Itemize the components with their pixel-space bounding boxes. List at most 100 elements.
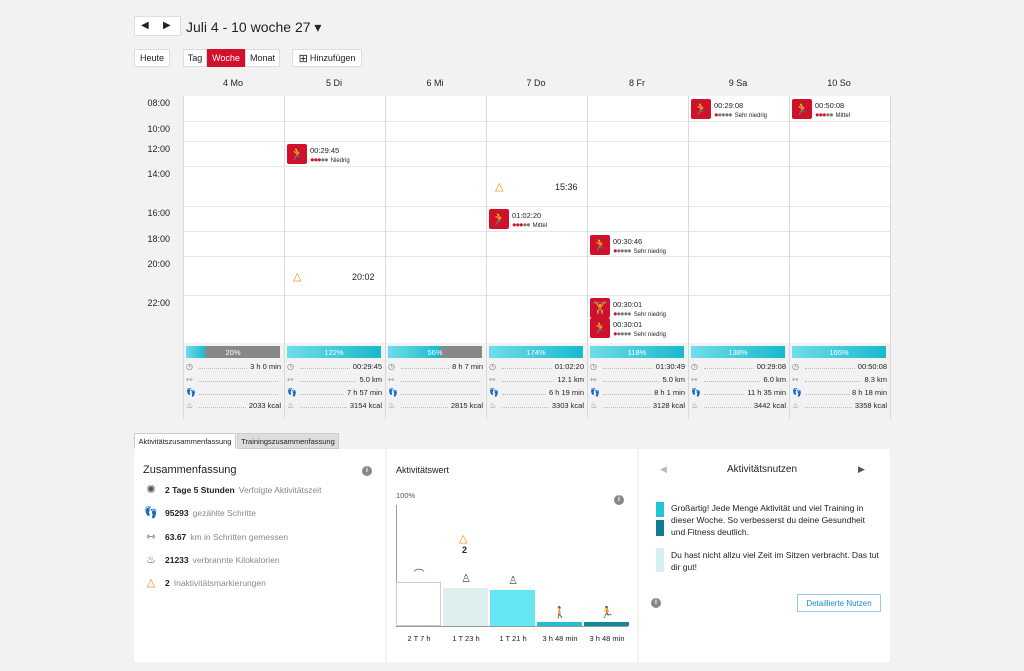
row-divider <box>183 206 890 207</box>
tab-activity-summary[interactable]: Aktivitätszusammenfassung <box>134 433 236 449</box>
activity-value-title: Aktivitätswert <box>396 465 450 475</box>
day-header-wed: 6 Mi <box>426 78 444 88</box>
activity-value-label: 1 T 23 h <box>452 634 480 643</box>
detailed-benefits-button[interactable]: Detaillierte Nutzen <box>797 594 881 612</box>
activity-value-bar[interactable] <box>443 588 488 626</box>
event-duration: 00:29:08 <box>714 101 744 110</box>
event-level: Sehr niedrig <box>633 312 667 318</box>
tab-day[interactable]: Tag <box>183 49 207 67</box>
event-duration: 00:29:45 <box>310 146 340 155</box>
intensity-dots: ●●●●● <box>613 329 632 338</box>
daily-stat-value: 7 h 57 min <box>346 388 382 397</box>
col-divider <box>890 96 891 419</box>
inactivity-count: 2 <box>462 545 468 555</box>
week-nav <box>134 16 181 36</box>
benefit-message: Du hast nicht allzu viel Zeit im Sitzen … <box>671 550 879 572</box>
inactivity-warning-icon: △ <box>459 533 468 545</box>
daily-stat-time: ◷ 01:02:20 <box>489 362 584 371</box>
distance-icon: ⇿ <box>590 375 597 384</box>
calories-icon: ♨ <box>489 401 497 410</box>
prev-benefit-button[interactable]: ◀ <box>660 464 667 474</box>
summary-row: ⇿ 63.67 km in Schritten gemessen <box>143 530 288 543</box>
daily-stat-time: ◷ 8 h 7 min <box>388 362 483 371</box>
summary-desc: Inaktivitätsmarkierungen <box>173 577 266 588</box>
info-icon[interactable]: i <box>362 466 372 476</box>
daily-progress-bar[interactable]: 20% <box>186 346 280 358</box>
tab-training-summary[interactable]: Trainingszusammenfassung <box>237 433 339 449</box>
calories-icon: ♨ <box>691 401 699 410</box>
summary-row: ✺ 2 Tage 5 Stunden Verfolgte Aktivitätszei… <box>143 483 321 496</box>
event-level: Sehr niedrig <box>633 249 667 255</box>
daily-stat-time: ◷ 00:50:08 <box>792 362 887 371</box>
add-button[interactable]: ⊞ Hinzufügen <box>292 49 362 67</box>
daily-percent: 20% <box>225 347 241 357</box>
day-header-thu: 7 Do <box>526 78 546 88</box>
daily-progress-bar[interactable]: 56% <box>388 346 482 358</box>
training-event[interactable]: 🏃 00:29:45 ●●●●● Niedrig <box>287 144 350 166</box>
daily-stat-kcal: ♨ 3358 kcal <box>792 401 887 410</box>
tab-month[interactable]: Monat <box>245 49 280 67</box>
calendar-add-icon: ⊞ <box>298 52 308 65</box>
daily-stat-dist: ⇿ 12.1 km <box>489 375 584 384</box>
daily-stat-value: 3154 kcal <box>349 401 382 410</box>
prev-week-button[interactable]: ◀ <box>141 20 149 31</box>
event-level: Mittel <box>532 223 547 229</box>
daily-stat-kcal: ♨ 2033 kcal <box>186 401 281 410</box>
daily-stat-value: 8 h 18 min <box>851 388 887 397</box>
inactivity-warning-icon[interactable]: △ <box>495 181 504 193</box>
day-header-sat: 9 Sa <box>728 78 748 88</box>
daily-stat-value: 3303 kcal <box>551 401 584 410</box>
intensity-dots: ●●●●● <box>714 110 733 119</box>
activity-value-bar[interactable] <box>537 622 582 626</box>
daily-progress-bar[interactable]: 118% <box>590 346 684 358</box>
training-event[interactable]: 🏃 00:30:01 ●●●●● Sehr niedrig <box>590 318 666 340</box>
activity-time-icon: ✺ <box>146 484 156 496</box>
daily-percent: 122% <box>324 347 344 357</box>
next-benefit-button[interactable]: ▶ <box>858 464 865 474</box>
summary-value: 2 Tage 5 Stunden <box>165 484 235 495</box>
steps-icon: 👣 <box>792 388 802 397</box>
benefit-marker <box>656 520 664 536</box>
today-button[interactable]: Heute <box>134 49 170 67</box>
daily-progress-bar[interactable]: 165% <box>792 346 886 358</box>
training-event[interactable]: 🏋 00:30:01 ●●●●● Sehr niedrig <box>590 298 666 320</box>
intensity-dots: ●●●●● <box>613 309 632 318</box>
daily-stat-value: 3 h 0 min <box>250 362 281 371</box>
daily-progress-bar[interactable]: 138% <box>691 346 785 358</box>
next-week-button[interactable]: ▶ <box>163 20 171 31</box>
daily-stat-value: 3442 kcal <box>753 401 786 410</box>
activity-value-bar[interactable] <box>490 590 535 626</box>
steps-icon: 👣 <box>186 388 196 397</box>
inactivity-warning-icon[interactable]: △ <box>293 271 302 283</box>
steps-icon: 👣 <box>144 507 158 519</box>
daily-progress-bar[interactable]: 174% <box>489 346 583 358</box>
clock-icon: ◷ <box>792 362 799 371</box>
date-range-title[interactable]: Juli 4 - 10 woche 27 ▾ <box>186 19 322 35</box>
clock-icon: ◷ <box>388 362 395 371</box>
steps-icon: 👣 <box>590 388 600 397</box>
summary-value: 21233 <box>165 554 189 565</box>
info-icon[interactable]: i <box>614 495 624 505</box>
event-level: Sehr niedrig <box>734 113 768 119</box>
summary-row: ♨ 21233 verbrannte Kilokalorien <box>143 553 280 566</box>
event-level: Niedrig <box>330 158 350 164</box>
tab-week[interactable]: Woche <box>207 49 245 67</box>
training-event[interactable]: 🏃 00:50:08 ●●●●● Mittel <box>792 99 850 121</box>
daily-progress-bar[interactable]: 122% <box>287 346 381 358</box>
calories-icon: ♨ <box>146 554 156 566</box>
standing-icon: ♙ <box>508 575 518 587</box>
daily-stat-value: 3128 kcal <box>652 401 685 410</box>
training-event[interactable]: 🏃 01:02:20 ●●●●● Mittel <box>489 209 547 231</box>
training-event[interactable]: 🏃 00:29:08 ●●●●● Sehr niedrig <box>691 99 767 121</box>
walking-icon: 🚶 <box>553 607 567 619</box>
daily-stat-value: 5.0 km <box>662 375 685 384</box>
daily-stat-value: 12.1 km <box>557 375 584 384</box>
daily-stat-time: ◷ 01:30:49 <box>590 362 685 371</box>
activity-value-bar[interactable] <box>584 622 629 626</box>
activity-value-bar[interactable] <box>396 582 441 626</box>
training-event[interactable]: 🏃 00:30:46 ●●●●● Sehr niedrig <box>590 235 666 257</box>
info-icon[interactable]: i <box>651 598 661 608</box>
calendar-grid[interactable] <box>183 96 890 343</box>
run-icon: 🏃 <box>590 318 610 338</box>
calories-icon: ♨ <box>186 401 194 410</box>
